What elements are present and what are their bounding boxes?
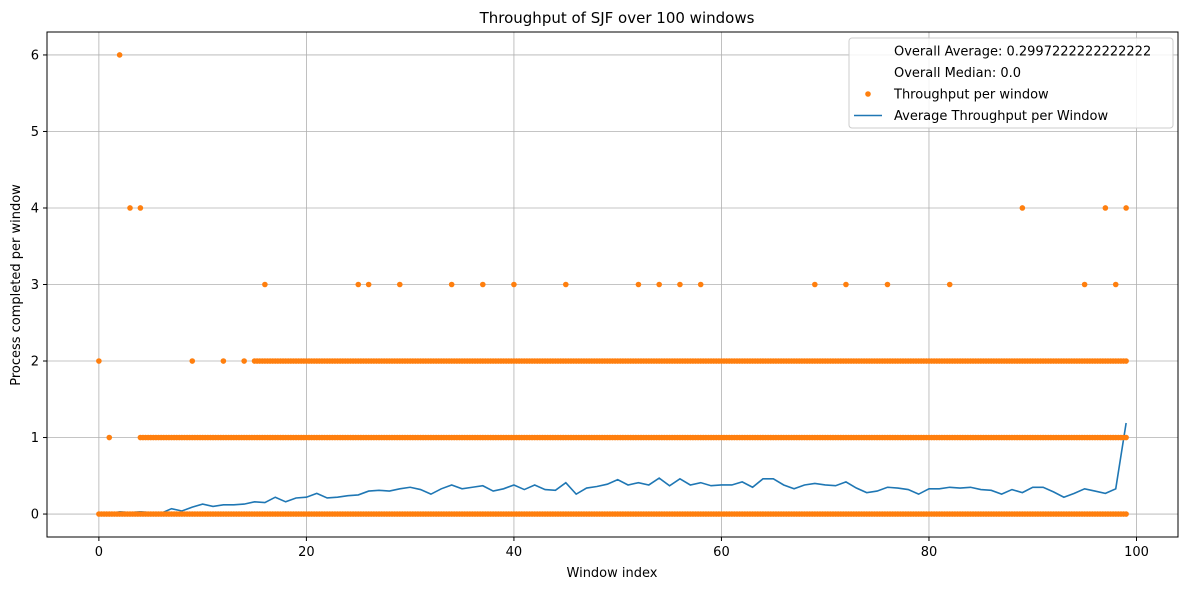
- throughput-point: [656, 281, 662, 288]
- series-line-layer: [98, 422, 1127, 515]
- x-tick-label: 100: [1124, 545, 1149, 560]
- x-tick-label: 60: [713, 545, 730, 560]
- x-tick-label: 40: [506, 545, 523, 560]
- throughput-point: [1123, 511, 1129, 517]
- throughput-point: [189, 358, 196, 364]
- axis-ticks: 0 20 40 60 80 100 0 1 2 3 4 5 6: [31, 48, 1149, 560]
- legend-label: Overall Average: 0.2997222222222222: [894, 45, 1151, 60]
- y-tick-label: 1: [31, 431, 39, 446]
- throughput-point: [1112, 281, 1119, 288]
- throughput-point: [946, 281, 953, 288]
- y-tick-label: 4: [31, 201, 39, 216]
- throughput-point: [1081, 281, 1088, 288]
- throughput-point: [1102, 205, 1109, 211]
- throughput-point: [697, 281, 704, 288]
- throughput-point: [635, 281, 642, 288]
- throughput-point: [1123, 358, 1129, 364]
- y-tick-label: 3: [31, 278, 39, 293]
- legend-label: Throughput per window: [893, 88, 1049, 103]
- legend-box: [848, 37, 1174, 129]
- y-tick-label: 0: [31, 508, 39, 523]
- throughput-point: [563, 281, 569, 288]
- x-axis-label: Window index: [567, 566, 658, 581]
- throughput-point: [365, 281, 372, 288]
- throughput-point: [843, 281, 849, 288]
- throughput-point: [137, 205, 144, 211]
- throughput-point: [511, 281, 517, 288]
- average-throughput-line: [98, 422, 1127, 515]
- throughput-point: [884, 281, 891, 288]
- throughput-point: [127, 205, 133, 211]
- throughput-point: [241, 358, 247, 364]
- legend-label: Overall Median: 0.0: [894, 66, 1021, 81]
- y-tick-label: 5: [31, 125, 39, 140]
- throughput-point: [1123, 205, 1129, 211]
- throughput-point: [106, 434, 113, 441]
- throughput-point: [448, 281, 455, 288]
- throughput-point: [96, 358, 102, 364]
- throughput-point: [262, 281, 268, 288]
- y-axis-label: Process completed per window: [9, 184, 24, 386]
- scatter-layer: [96, 52, 1129, 517]
- x-tick-label: 0: [95, 545, 103, 560]
- throughput-point: [116, 52, 123, 58]
- throughput-point: [480, 281, 486, 288]
- throughput-point: [812, 281, 818, 288]
- throughput-point: [1123, 434, 1129, 441]
- x-tick-label: 20: [298, 545, 315, 560]
- throughput-point: [1019, 205, 1026, 211]
- legend-label: Average Throughput per Window: [894, 109, 1109, 124]
- y-tick-label: 6: [31, 48, 39, 63]
- throughput-point: [677, 281, 683, 288]
- legend: Overall Average: 0.2997222222222222 Overa…: [848, 37, 1174, 129]
- chart-title: Throughput of SJF over 100 windows: [479, 9, 755, 27]
- legend-marker: [865, 91, 871, 97]
- throughput-point: [396, 281, 403, 288]
- throughput-point: [220, 358, 227, 364]
- throughput-point: [355, 281, 362, 288]
- x-tick-label: 80: [921, 545, 938, 560]
- y-tick-label: 2: [31, 355, 39, 370]
